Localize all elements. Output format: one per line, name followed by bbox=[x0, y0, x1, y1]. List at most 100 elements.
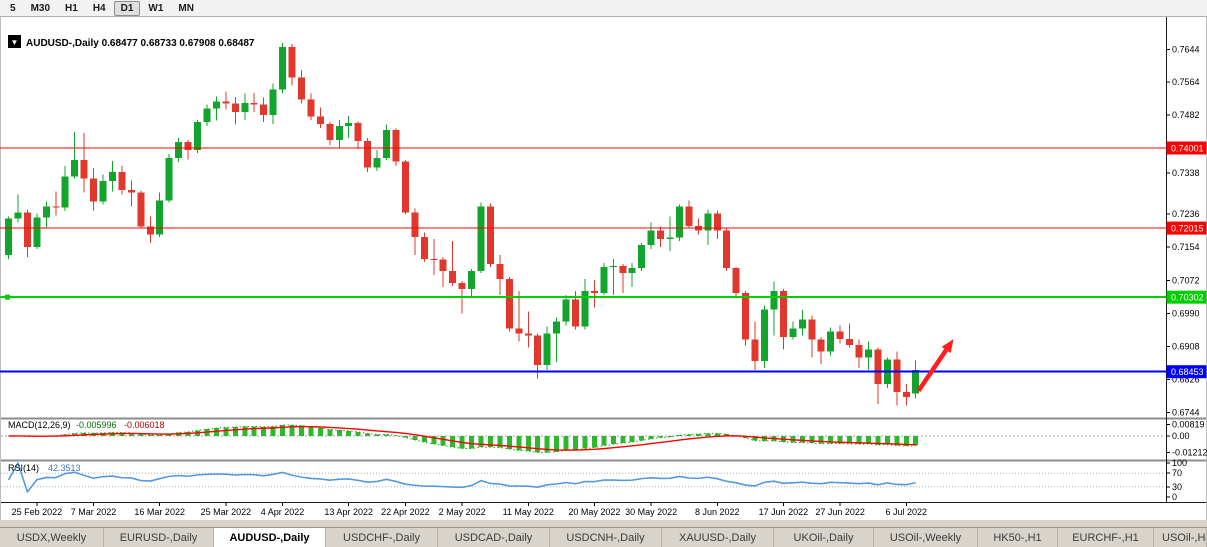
macd-axis-label: 0.00 bbox=[1172, 431, 1190, 441]
timeframe-button-5[interactable]: 5 bbox=[10, 2, 16, 14]
candle-body bbox=[80, 160, 88, 179]
tab-usdx-weekly[interactable]: USDX,Weekly bbox=[0, 528, 104, 547]
candle-body bbox=[770, 291, 778, 310]
timeframe-button-h4[interactable]: H4 bbox=[92, 2, 106, 14]
candle-body bbox=[373, 158, 381, 168]
candle-body bbox=[486, 206, 494, 265]
trend-arrow-head[interactable] bbox=[941, 339, 954, 354]
price-axis-label: 0.6744 bbox=[1172, 408, 1200, 418]
tab-usdchf-daily[interactable]: USDCHF-,Daily bbox=[326, 528, 438, 547]
macd-signal-value: -0.006018 bbox=[124, 420, 165, 430]
candle-body bbox=[345, 123, 353, 126]
symbol-dropdown-icon[interactable] bbox=[8, 35, 21, 48]
candle-body bbox=[279, 47, 287, 90]
candle-body bbox=[628, 268, 636, 274]
candle-body bbox=[855, 344, 863, 358]
tab-usoil-weekly[interactable]: USOil-,Weekly bbox=[874, 528, 978, 547]
candle-body bbox=[383, 129, 390, 159]
candle-body bbox=[420, 236, 428, 259]
candle-body bbox=[817, 339, 825, 352]
macd-axis-label: 0.00819 bbox=[1172, 420, 1205, 430]
candle-body bbox=[269, 89, 277, 115]
price-axis-label: 0.6826 bbox=[1172, 374, 1200, 384]
date-axis-label: 25 Feb 2022 bbox=[12, 507, 63, 517]
candle-body bbox=[288, 47, 296, 78]
date-axis-label: 17 Jun 2022 bbox=[759, 507, 809, 517]
price-axis: 0.7644 0.7564 0.7482 0.7338 0.7236 0.7154 0.70… bbox=[1166, 45, 1200, 418]
candle-body bbox=[165, 158, 173, 201]
timeframe-button-m30[interactable]: M30 bbox=[30, 2, 51, 14]
timeframe-button-w1[interactable]: W1 bbox=[148, 2, 164, 14]
candle-body bbox=[401, 161, 409, 213]
candle-body bbox=[439, 259, 447, 272]
candle-body bbox=[316, 116, 324, 124]
tab-usoil-h4[interactable]: USOil-,H4 bbox=[1154, 528, 1207, 547]
date-axis-label: 16 Mar 2022 bbox=[134, 507, 185, 517]
tab-eurusd-daily[interactable]: EURUSD-,Daily bbox=[104, 528, 214, 547]
candle-body bbox=[354, 123, 362, 142]
rsi-line bbox=[7, 462, 916, 493]
chart-tab-bar: USDX,Weekly EURUSD-,Daily AUDUSD-,Daily USD… bbox=[0, 527, 1207, 547]
candle-body bbox=[458, 283, 466, 290]
candle-body bbox=[127, 189, 135, 193]
candle-body bbox=[912, 370, 920, 394]
tab-usdcnh-daily[interactable]: USDCNH-,Daily bbox=[550, 528, 662, 547]
price-line-label-box bbox=[1166, 365, 1207, 379]
candle-body bbox=[505, 279, 513, 329]
candle-body bbox=[543, 333, 551, 365]
macd-signal-line bbox=[8, 425, 916, 451]
candle-body bbox=[194, 121, 201, 151]
candle-body bbox=[90, 178, 98, 202]
candle-body bbox=[893, 359, 901, 392]
candle-body bbox=[307, 99, 315, 117]
tab-xauusd-daily[interactable]: XAUUSD-,Daily bbox=[662, 528, 774, 547]
candle-body bbox=[146, 226, 154, 235]
candle-body bbox=[250, 102, 258, 105]
date-axis-label: 11 May 2022 bbox=[503, 507, 554, 517]
candle-body bbox=[496, 264, 504, 280]
price-axis-label: 0.6908 bbox=[1172, 341, 1200, 351]
date-axis: 25 Feb 2022 7 Mar 2022 16 Mar 2022 25 Mar 2… bbox=[12, 502, 927, 517]
candle-body bbox=[411, 212, 419, 237]
tab-ukoil-daily[interactable]: UKOil-,Daily bbox=[774, 528, 874, 547]
candle-body bbox=[590, 291, 598, 294]
date-axis-label: 25 Mar 2022 bbox=[201, 507, 252, 517]
candle-body bbox=[638, 244, 646, 269]
tab-eurchf-h1[interactable]: EURCHF-,H1 bbox=[1058, 528, 1154, 547]
candle-body bbox=[647, 230, 655, 245]
price-axis-label: 0.7482 bbox=[1172, 110, 1200, 120]
trend-arrow[interactable] bbox=[916, 348, 949, 393]
tab-usdcad-daily[interactable]: USDCAD-,Daily bbox=[438, 528, 550, 547]
tab-hk50-h1[interactable]: HK50-,H1 bbox=[978, 528, 1058, 547]
line-drag-handle[interactable] bbox=[5, 294, 10, 300]
timeframe-button-mn[interactable]: MN bbox=[178, 2, 194, 14]
date-axis-label: 2 May 2022 bbox=[439, 507, 486, 517]
candle-body bbox=[5, 218, 12, 255]
candle-body bbox=[534, 335, 542, 365]
candle-body bbox=[108, 172, 116, 182]
timeframe-button-h1[interactable]: H1 bbox=[65, 2, 78, 14]
price-line-label: 0.72015 bbox=[1171, 224, 1204, 234]
price-chart-canvas[interactable]: 0.7644 0.7564 0.7482 0.7338 0.7236 0.7154 0.70… bbox=[0, 17, 1207, 527]
date-axis-label: 8 Jun 2022 bbox=[695, 507, 740, 517]
candle-body bbox=[704, 213, 712, 231]
candle-body bbox=[798, 319, 806, 329]
candle-body bbox=[685, 206, 693, 226]
chevron-down-icon: ▼ bbox=[11, 38, 19, 47]
candle-body bbox=[789, 328, 797, 337]
timeframe-button-d1[interactable]: D1 bbox=[113, 0, 141, 16]
candle-body bbox=[515, 328, 523, 334]
candle-body bbox=[392, 129, 400, 162]
price-axis-label: 0.7644 bbox=[1172, 45, 1200, 55]
price-line-label: 0.74001 bbox=[1171, 144, 1204, 154]
candle-body bbox=[241, 102, 249, 112]
rsi-axis-label: 100 bbox=[1172, 458, 1187, 468]
candle-body bbox=[713, 213, 721, 231]
rsi-axis-label: 70 bbox=[1172, 468, 1182, 478]
candle-body bbox=[477, 206, 485, 272]
candle-body bbox=[156, 200, 164, 235]
candle-body bbox=[609, 265, 617, 267]
tab-audusd-daily[interactable]: AUDUSD-,Daily bbox=[214, 528, 326, 547]
candle-body bbox=[430, 258, 438, 260]
